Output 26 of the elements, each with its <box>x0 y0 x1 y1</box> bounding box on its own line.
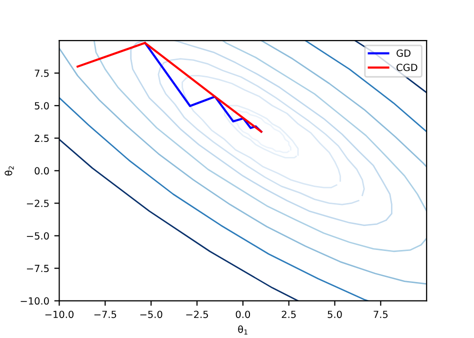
y-tick-label: 5.0 <box>34 102 49 110</box>
line-series <box>224 104 299 158</box>
y-tick-label: 7.5 <box>34 70 49 77</box>
x-tick-label: 5.0 <box>328 310 342 318</box>
y-tick-label: −2.5 <box>26 200 49 208</box>
y-tick-label: 0.0 <box>34 167 49 175</box>
line-series <box>144 42 262 133</box>
x-tick-label: 7.5 <box>374 310 388 318</box>
y-tick-label: 2.5 <box>34 134 49 142</box>
y-tick-label: −10.0 <box>20 297 49 305</box>
y-axis-title: θ$_{2}$ <box>4 166 14 176</box>
line-series <box>182 75 341 188</box>
x-tick-label: 0.0 <box>236 310 250 318</box>
legend-label: GD <box>396 49 410 57</box>
x-tick-label: −7.5 <box>94 310 116 318</box>
x-tick-label: 2.5 <box>282 310 296 318</box>
x-tick-label: −2.5 <box>186 310 208 318</box>
line-series <box>231 110 292 154</box>
y-tick-label: −7.5 <box>26 264 49 272</box>
legend-label: CGD <box>396 64 418 72</box>
x-tick-label: −5.0 <box>140 310 162 318</box>
x-axis-title: θ$_{1}$ <box>238 325 248 334</box>
y-tick-label: −5.0 <box>26 232 49 240</box>
line-series <box>158 58 365 206</box>
line-series <box>76 42 262 133</box>
x-tick-label: −10.0 <box>45 310 74 318</box>
